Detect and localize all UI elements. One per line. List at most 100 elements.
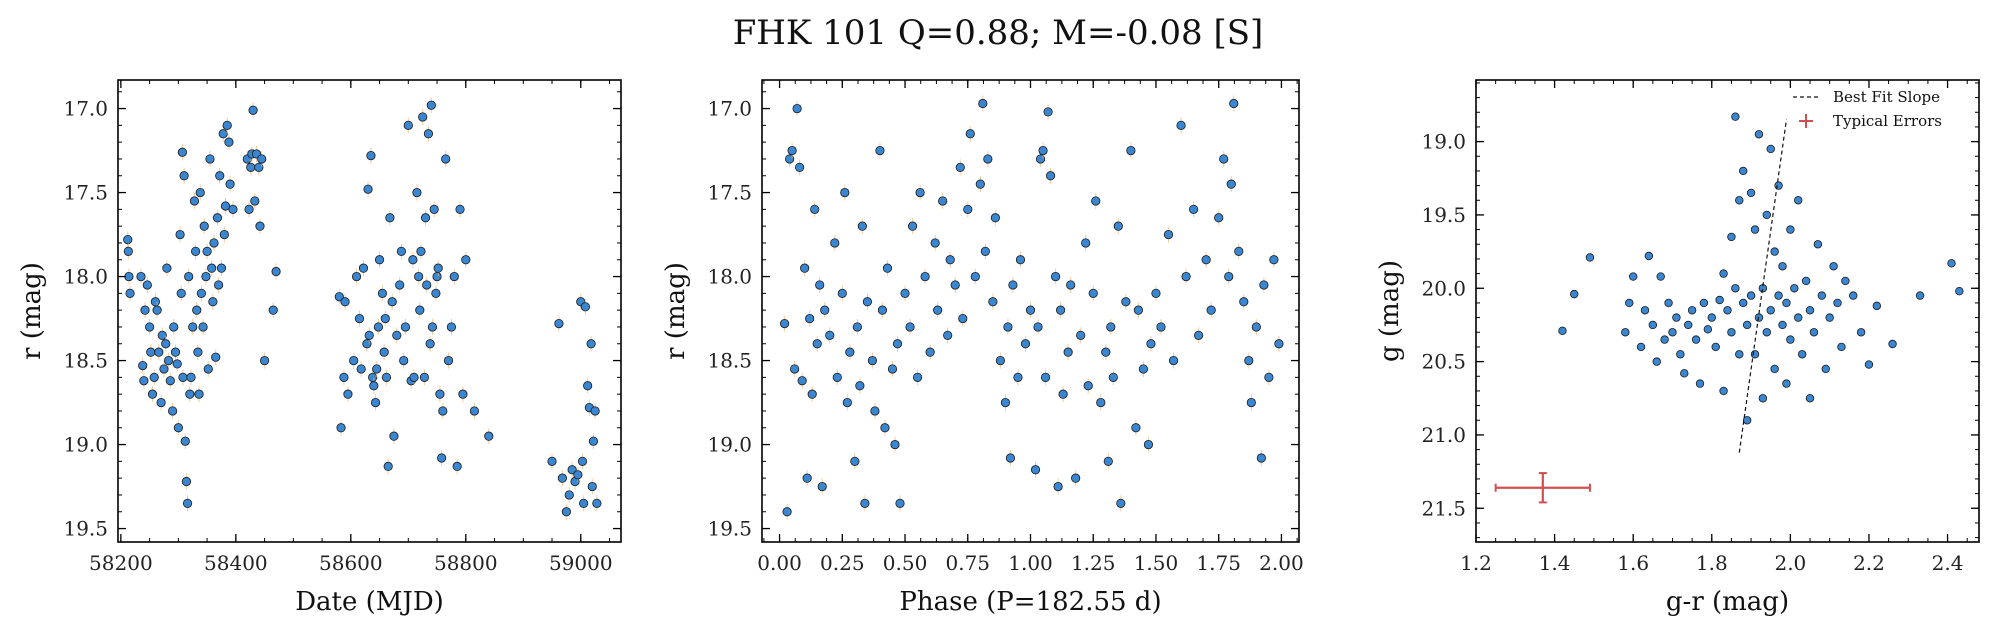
chart-2-point xyxy=(1813,240,1823,249)
light-curve-panel: 58200 58400 58600 58800 59000 17.0 17.5 18.0 18.… xyxy=(17,79,622,617)
chart-0-point xyxy=(381,372,392,382)
chart-0-point xyxy=(220,201,231,211)
chart-2-point xyxy=(1864,360,1874,369)
chart-2-y-tick-label: 20.5 xyxy=(1421,350,1466,374)
chart-0-point xyxy=(203,364,213,374)
chart-2-point xyxy=(1766,144,1775,154)
chart-0-point xyxy=(583,381,593,391)
chart-0-point xyxy=(396,246,407,256)
chart-0-point xyxy=(271,266,281,277)
chart-1-point xyxy=(1201,255,1211,265)
chart-1-point xyxy=(1226,179,1236,189)
chart-1-y-axis-label: r (mag) xyxy=(661,262,691,360)
chart-2-point xyxy=(1872,301,1882,311)
chart-1-point xyxy=(1131,423,1141,433)
chart-1-point xyxy=(1234,246,1244,256)
chart-2-point xyxy=(1782,379,1791,388)
chart-0-point xyxy=(123,246,133,256)
chart-2-point xyxy=(1754,130,1764,139)
chart-0-point xyxy=(202,246,212,256)
chart-1-point xyxy=(1076,330,1086,340)
chart-2-x-tick-label: 1.2 xyxy=(1460,551,1492,575)
chart-0-point xyxy=(547,456,557,466)
chart-0-point xyxy=(419,372,429,382)
chart-0-point xyxy=(198,322,208,332)
chart-1-point xyxy=(830,238,840,248)
chart-0-y-tick-label: 18.5 xyxy=(63,349,108,373)
chart-0-point xyxy=(177,147,187,157)
chart-0-point xyxy=(374,255,385,265)
chart-0-point xyxy=(458,389,468,399)
chart-0-point xyxy=(373,322,384,332)
chart-2-y-tick-label: 19.5 xyxy=(1421,203,1466,227)
chart-1-point xyxy=(1143,439,1154,450)
chart-0-point xyxy=(416,246,426,256)
chart-2-point xyxy=(1570,289,1579,299)
chart-0-point xyxy=(211,352,221,362)
chart-1-point xyxy=(862,297,872,307)
chart-0-y-tick-label: 17.5 xyxy=(63,181,108,205)
chart-0-point xyxy=(372,364,382,374)
chart-1-point xyxy=(1138,364,1149,374)
chart-0-point xyxy=(139,376,149,386)
chart-0-point xyxy=(216,263,227,273)
chart-0-point xyxy=(343,389,353,399)
chart-1-point xyxy=(1244,355,1254,366)
chart-2-point xyxy=(1558,326,1567,335)
chart-0-point xyxy=(225,179,235,189)
chart-1-point xyxy=(1108,372,1118,382)
chart-0-point xyxy=(185,389,195,399)
chart-0-point xyxy=(592,498,602,508)
chart-2-point xyxy=(1746,188,1756,198)
chart-1-point xyxy=(1025,305,1036,315)
chart-0-y-axis-label: r (mag) xyxy=(17,262,47,360)
chart-0-point xyxy=(159,364,169,374)
chart-1-point xyxy=(1045,171,1056,181)
chart-1-point xyxy=(1005,453,1016,463)
chart-2-point xyxy=(1715,295,1724,305)
chart-2-y-tick-label: 21.5 xyxy=(1421,496,1466,520)
chart-1-point xyxy=(905,322,915,332)
chart-0-point xyxy=(173,423,183,433)
chart-1-point xyxy=(1066,280,1076,290)
chart-2-point xyxy=(1849,291,1858,300)
chart-0-point xyxy=(228,204,238,214)
chart-1-point xyxy=(1050,271,1061,282)
chart-1-point xyxy=(930,238,940,248)
chart-1-point xyxy=(965,129,975,139)
chart-1-point xyxy=(807,389,817,399)
chart-0-point xyxy=(579,498,589,508)
chart-2-x-tick-label: 2.4 xyxy=(1932,551,1964,575)
chart-0-point xyxy=(163,355,174,366)
chart-0-point xyxy=(420,213,431,223)
chart-2-point xyxy=(1625,298,1634,308)
chart-0-y-tick-label: 17.0 xyxy=(63,97,108,121)
chart-1-point xyxy=(1000,397,1011,408)
chart-1-point xyxy=(1091,196,1101,206)
chart-0-point xyxy=(370,397,381,408)
chart-2-point xyxy=(1805,306,1815,315)
chart-0-x-tick-label: 58200 xyxy=(89,551,153,575)
chart-2-point xyxy=(1699,298,1709,308)
chart-1-point xyxy=(958,313,968,324)
chart-1-point xyxy=(1096,397,1106,408)
chart-1-point xyxy=(852,322,862,332)
chart-0-point xyxy=(176,288,186,298)
chart-0-frame xyxy=(117,79,622,543)
chart-1-point xyxy=(963,204,973,214)
chart-2-point xyxy=(1735,350,1744,359)
chart-0-point xyxy=(415,305,425,315)
chart-1-x-tick-label: 0.25 xyxy=(820,551,865,575)
chart-1-point xyxy=(950,280,960,290)
chart-1-point xyxy=(875,145,885,156)
chart-1-y-tick-label: 19.0 xyxy=(707,433,752,457)
chart-0-point xyxy=(165,376,175,386)
chart-0-point xyxy=(423,129,434,139)
chart-1-point xyxy=(877,305,888,315)
chart-0-point xyxy=(255,221,265,231)
figure-title: FHK 101 Q=0.88; M=-0.08 [S] xyxy=(733,13,1264,53)
chart-2-point xyxy=(1719,386,1728,396)
chart-0-point xyxy=(334,292,344,302)
chart-2-point xyxy=(1621,328,1630,337)
chart-1-point xyxy=(1040,372,1051,382)
